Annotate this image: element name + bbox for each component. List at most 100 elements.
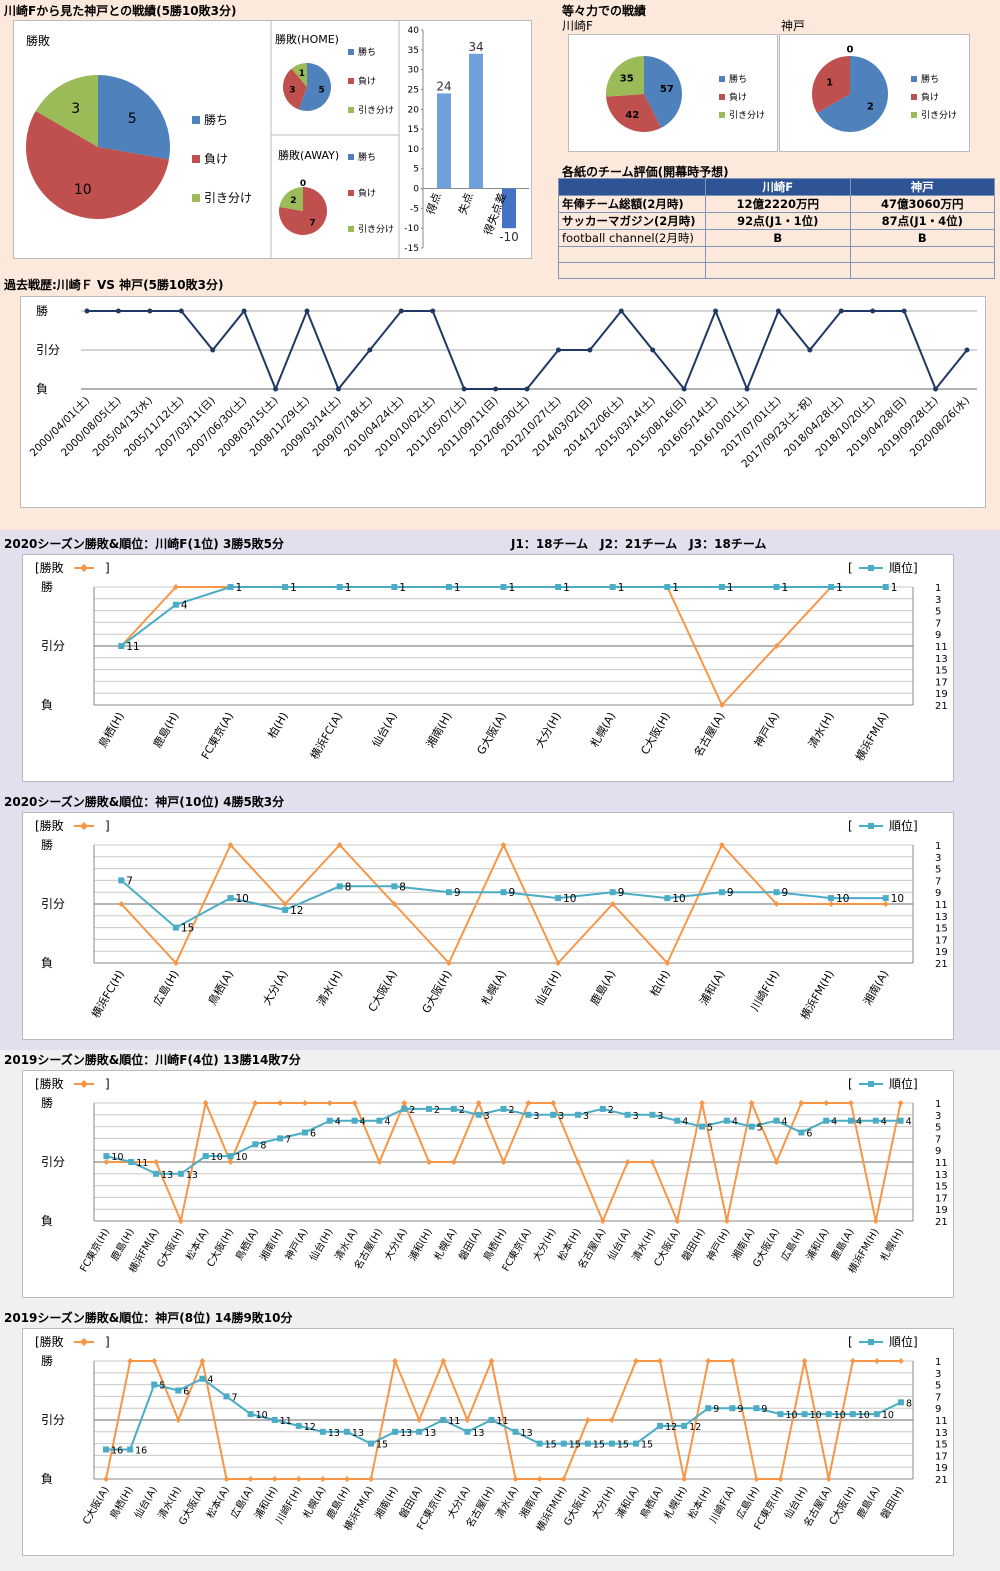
rank-point — [584, 1440, 591, 1447]
result-y-label: 引分 — [41, 897, 65, 911]
rank-legend-label: 順位] — [889, 560, 918, 575]
home-pie-legend-label: 引き分け — [358, 105, 394, 116]
result-point — [773, 1159, 780, 1165]
rank-point — [199, 1375, 206, 1382]
result-point — [882, 901, 889, 907]
rank-value-label: 4 — [181, 600, 188, 612]
rank-point — [560, 1440, 567, 1447]
evaluation-header-row: 川崎F 神戸 — [558, 178, 995, 196]
result-point — [416, 1417, 423, 1423]
main-pie-slice — [35, 75, 98, 147]
opponent-label: 鳥栖(A) — [232, 1226, 261, 1263]
summary-title: 川崎Fから見た神戸との戦績(5勝10敗3分) — [4, 4, 237, 18]
rank-tick-label: 5 — [935, 1123, 941, 1134]
equal-pie-1-legend-swatch — [911, 94, 917, 100]
away-pie-value-label: 0 — [300, 179, 306, 189]
opponent-label: 鳥栖(A) — [637, 1484, 666, 1521]
rank-tick-label: 11 — [935, 1416, 948, 1427]
rank-tick-label: 19 — [935, 1463, 948, 1474]
result-point — [202, 1100, 209, 1106]
rank-tick-label: 11 — [935, 1158, 948, 1169]
opponent-label: 大分(A) — [444, 1484, 473, 1521]
evaluation-cell: 12億2220万円 — [705, 195, 851, 213]
rank-value-label: 10 — [211, 1152, 223, 1163]
opponent-label: 札幌(A) — [587, 710, 618, 750]
equal-pie-0-slice — [644, 56, 682, 128]
main-pie-legend-swatch — [192, 194, 200, 202]
equal-pie-0-legend-swatch — [719, 112, 725, 118]
opponent-label: 札幌(H) — [877, 1226, 906, 1263]
rank-tick-label: 17 — [935, 1193, 948, 1204]
result-point — [705, 1358, 712, 1364]
rank-point — [151, 1381, 158, 1388]
opponent-label: 鹿島(H) — [324, 1484, 353, 1521]
opponent-label: 湘南(A) — [729, 1226, 758, 1263]
rank-point — [500, 889, 507, 896]
rank-tick-label: 19 — [935, 689, 948, 700]
equal-pie-1-value-label: 1 — [826, 78, 833, 89]
rank-point — [202, 1153, 209, 1160]
rank-point — [172, 601, 179, 608]
equal-pie-1-value-label: 0 — [847, 45, 854, 56]
rank-point — [172, 924, 179, 931]
rank-value-label: 1 — [290, 582, 297, 594]
home-pie-legend-swatch — [348, 107, 354, 113]
rank-value-label: 2 — [509, 1105, 515, 1116]
away-pie-value-label: 7 — [309, 219, 315, 229]
rank-point — [368, 1440, 375, 1447]
rank-point — [753, 1405, 760, 1412]
rank-point — [536, 1440, 543, 1447]
opponent-label: 鳥栖(H) — [480, 1226, 509, 1263]
opponent-label: 浦和(H) — [251, 1484, 280, 1521]
rank-value-label: 3 — [533, 1111, 539, 1122]
rank-point — [128, 1159, 135, 1165]
rank-point — [127, 1446, 134, 1453]
rank-point — [729, 1405, 736, 1412]
result-point — [392, 1358, 399, 1364]
rank-value-label: 13 — [472, 1428, 484, 1439]
rank-point — [555, 584, 562, 590]
result-point — [873, 1358, 880, 1364]
history-point — [618, 308, 624, 314]
home-pie-value-label: 5 — [319, 86, 325, 96]
rank-value-label: 10 — [836, 893, 849, 905]
summary-panel: 勝敗 5 10 3 勝ち 負け 引き分け 勝敗(HOME) 5 3 1 勝ち 負け 引き分け 勝敗(AWAY… — [13, 20, 532, 259]
rank-value-label: 2 — [608, 1105, 614, 1116]
rank-point — [664, 584, 671, 590]
rank-value-label: 8 — [906, 1398, 912, 1409]
rank-point — [897, 1399, 904, 1406]
rank-legend-label: 順位] — [889, 1334, 918, 1349]
bar-y-tick: -5 — [410, 204, 419, 214]
history-point — [713, 308, 719, 314]
evaluation-cell — [705, 246, 851, 263]
opponent-label: 仙台(A) — [131, 1484, 160, 1521]
rank-tick-label: 1 — [935, 583, 941, 594]
rank-point — [118, 643, 125, 649]
rank-value-label: 13 — [328, 1428, 340, 1439]
away-pie-legend-swatch — [348, 154, 354, 160]
rank-value-label: 1 — [618, 582, 625, 594]
result-point — [282, 901, 289, 907]
evaluation-cell: 年俸チーム総額(2月時) — [558, 195, 706, 213]
opponent-label: 広島(H) — [733, 1484, 762, 1521]
equal-pie-0-legend-label: 勝ち — [729, 73, 747, 85]
history-point — [901, 308, 907, 314]
rank-point — [525, 1111, 532, 1118]
history-point — [493, 386, 499, 392]
home-pie-legend-label: 勝ち — [358, 46, 376, 58]
season-title-2: 2019シーズン勝敗&順位：川崎F(4位) 13勝14敗7分 — [4, 1053, 301, 1067]
rank-legend-label: 順位] — [889, 1076, 918, 1091]
rank-tick-label: 11 — [935, 642, 948, 653]
result-legend-bracket: ] — [105, 561, 110, 575]
equal-pie-0-slice — [606, 56, 644, 97]
division-note: J1：18チーム J2：21チーム J3：18チーム — [511, 537, 767, 551]
rank-legend-bracket: [ — [848, 819, 853, 833]
result-legend-label: [勝敗 — [35, 1076, 64, 1091]
rank-value-label: 4 — [335, 1117, 341, 1128]
rank-point — [632, 1440, 639, 1447]
rank-value-label: 10 — [236, 1152, 248, 1163]
opponent-label: 清水(H) — [629, 1226, 658, 1263]
rank-point — [445, 889, 452, 896]
history-date-label: 2020/08/26(水) — [908, 395, 973, 460]
